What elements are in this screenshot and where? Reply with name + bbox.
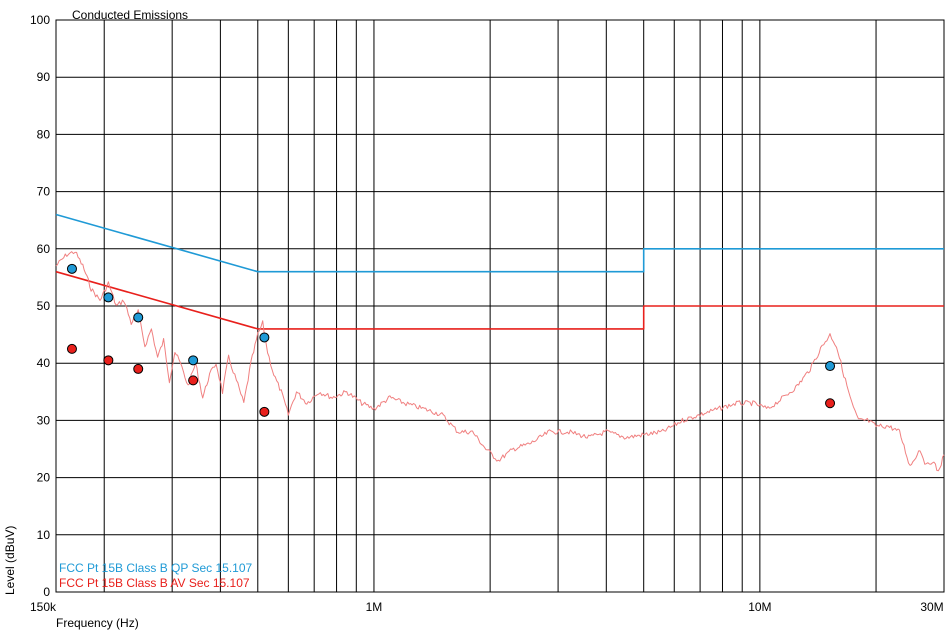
emission-trace [55, 251, 945, 472]
av-marker [103, 355, 114, 366]
av-marker [188, 375, 199, 386]
y-tick-label: 70 [37, 185, 51, 199]
qp-limit-line [55, 213, 944, 273]
qp-marker [103, 292, 114, 303]
av-marker [133, 363, 144, 374]
av-marker [825, 398, 836, 409]
y-tick-label: 10 [37, 528, 51, 542]
x-tick-labels: 150k 1M 10M 30M [30, 600, 944, 614]
x-tick-label: 150k [30, 600, 57, 614]
y-axis-title: Level (dBuV) [3, 526, 17, 595]
qp-marker [188, 355, 199, 366]
y-tick-label: 0 [43, 585, 50, 599]
grid [55, 19, 945, 593]
y-tick-label: 30 [37, 413, 51, 427]
x-tick-label: 10M [748, 600, 771, 614]
av-marker [259, 406, 270, 417]
y-tick-label: 40 [37, 356, 51, 370]
qp-marker [259, 332, 270, 343]
chart-title: Conducted Emissions [72, 8, 188, 22]
legend-qp-label: FCC Pt 15B Class B QP Sec 15.107 [59, 561, 253, 575]
y-tick-labels: 0 10 20 30 40 50 60 70 80 90 100 [30, 13, 50, 599]
y-tick-label: 50 [37, 299, 51, 313]
av-limit-line [55, 270, 944, 330]
av-marker [66, 343, 77, 354]
x-tick-label: 30M [920, 600, 943, 614]
y-tick-label: 100 [30, 13, 50, 27]
qp-marker [133, 312, 144, 323]
y-tick-label: 80 [37, 127, 51, 141]
legend-av-label: FCC Pt 15B Class B AV Sec 15.107 [59, 576, 250, 590]
y-tick-label: 90 [37, 70, 51, 84]
y-tick-label: 20 [37, 471, 51, 485]
markers [66, 263, 836, 417]
y-tick-label: 60 [37, 242, 51, 256]
qp-marker [66, 263, 77, 274]
x-axis-title: Frequency (Hz) [56, 616, 139, 630]
series [55, 213, 945, 472]
x-tick-label: 1M [366, 600, 383, 614]
qp-marker [825, 361, 836, 372]
